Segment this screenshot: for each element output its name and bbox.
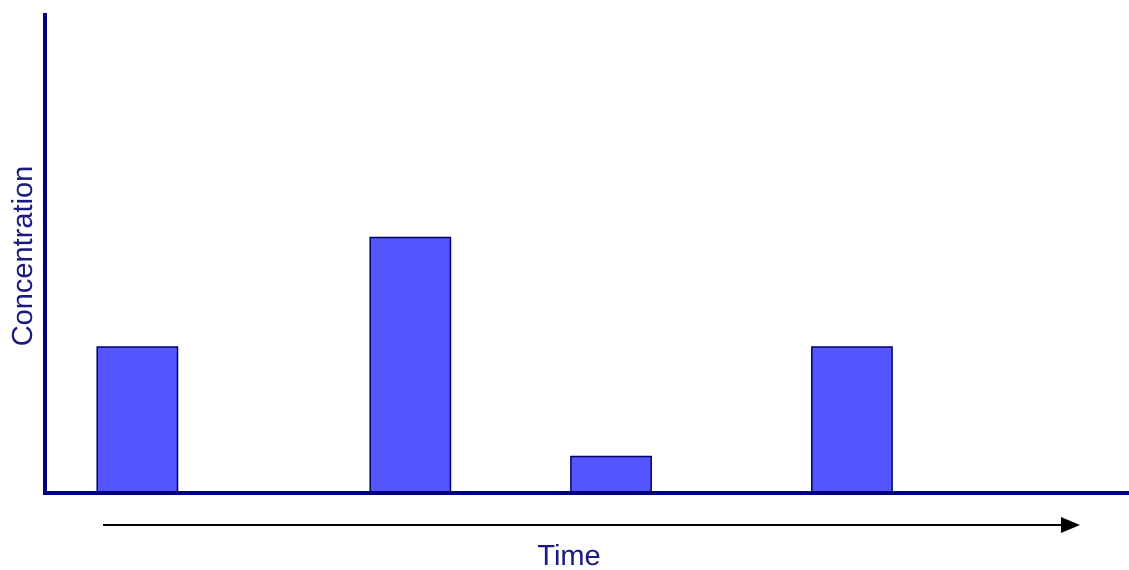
bar-4	[811, 346, 893, 494]
bar-3	[570, 455, 652, 494]
bar-1	[96, 346, 179, 494]
time-arrow-head-icon	[1061, 517, 1080, 533]
bar-2	[369, 236, 452, 494]
y-axis-title: Concentration	[7, 166, 39, 347]
x-axis-title: Time	[537, 540, 600, 570]
bars-group	[96, 236, 893, 494]
